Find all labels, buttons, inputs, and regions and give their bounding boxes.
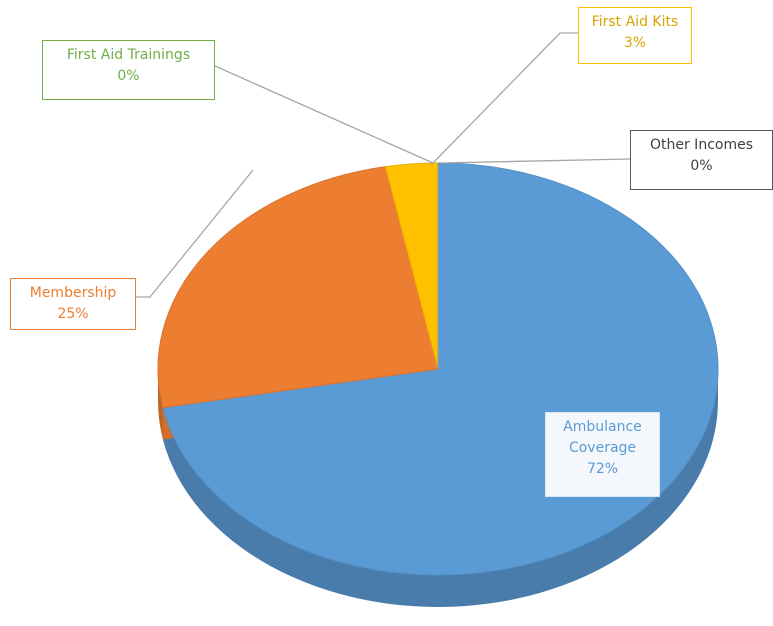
leader-line [214,65,434,164]
category-label: First Aid Kits [591,14,679,30]
category-label: Ambulance Coverage [563,419,642,456]
value-label: 25% [57,306,89,322]
leader-line [136,169,254,298]
value-label: 0% [690,158,713,174]
data-label: Other Incomes 0% [630,130,773,190]
leader-line [439,158,631,164]
data-label: First Aid Kits 3% [578,7,692,64]
data-label: First Aid Trainings 0% [42,40,215,100]
value-label: 3% [623,35,647,51]
leader-line [430,32,578,166]
data-label: Membership 25% [10,278,136,330]
value-label: 72% [586,461,619,477]
value-label: 0% [117,68,140,84]
slice-side [162,369,718,608]
category-label: Membership [29,285,117,301]
data-label: Ambulance Coverage 72% [545,412,660,497]
slice-side [158,369,163,440]
slice [157,166,439,409]
category-label: First Aid Trainings [66,47,191,63]
category-label: Other Incomes [649,137,753,153]
